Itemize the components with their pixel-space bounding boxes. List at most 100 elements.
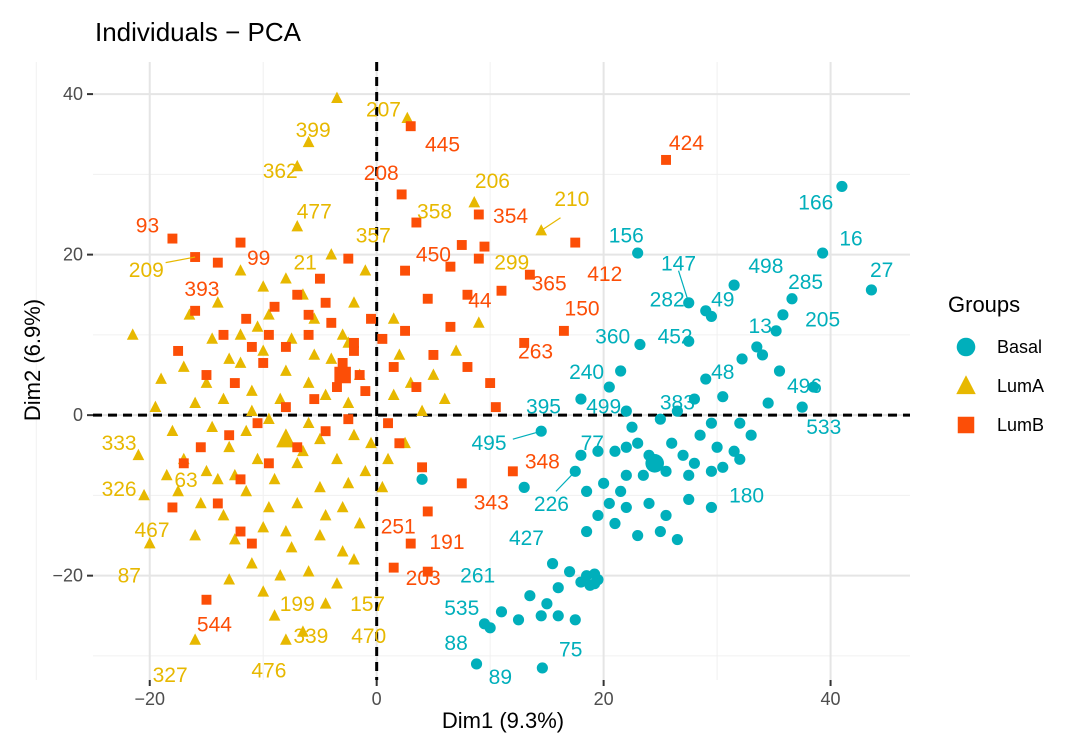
point-label: 285	[788, 271, 823, 294]
luma-point	[331, 577, 343, 589]
lumb-point	[394, 438, 405, 449]
luma-point	[217, 508, 230, 521]
basal-point	[654, 525, 666, 538]
basal-point	[817, 247, 829, 259]
basal-point	[683, 469, 695, 481]
point-label: 412	[587, 263, 622, 286]
luma-point	[194, 496, 207, 509]
lumb-point	[303, 329, 314, 340]
basal-point	[615, 485, 627, 497]
luma-point	[263, 308, 275, 320]
point-label: 263	[518, 341, 553, 364]
point-label: 282	[650, 289, 685, 312]
luma-point	[319, 597, 332, 609]
lumb-point	[456, 240, 467, 250]
luma-point	[387, 388, 400, 400]
y-tick-label: 20	[63, 245, 83, 265]
basal-point	[751, 341, 763, 353]
lumb-point	[326, 317, 337, 328]
luma-point	[240, 424, 253, 437]
luma-point	[319, 388, 332, 400]
lumb-point	[473, 209, 484, 220]
point-label: 358	[417, 200, 452, 223]
point-label: 226	[534, 493, 569, 516]
lumb-point	[258, 358, 269, 368]
lumb-point	[570, 237, 581, 248]
basal-point	[575, 576, 587, 588]
basal-point	[603, 497, 615, 510]
luma-point	[291, 159, 304, 172]
luma-point	[416, 404, 428, 416]
luma-point	[155, 372, 167, 384]
luma-point	[376, 480, 389, 493]
y-axis-title: Dim2 (6.9%)	[20, 299, 45, 421]
reference-lines	[93, 62, 910, 680]
minor-grid	[35, 62, 910, 680]
luma-point	[308, 348, 321, 360]
basal-point	[541, 598, 553, 610]
luma-point	[257, 521, 270, 533]
basal-point	[807, 381, 820, 393]
lumb-point	[212, 257, 223, 268]
basal-point	[564, 566, 576, 578]
legend-lumb-key	[957, 416, 975, 434]
lumb-point	[422, 506, 433, 517]
basal-point	[512, 614, 525, 626]
basal-centroid	[645, 453, 664, 473]
lumb-point	[422, 293, 433, 304]
lumb-point	[320, 426, 331, 437]
basal-point	[620, 469, 632, 481]
basal-point	[796, 401, 808, 413]
basal-point	[654, 413, 666, 425]
basal-point	[773, 365, 786, 377]
point-label: 156	[609, 224, 644, 247]
point-label: 89	[489, 666, 512, 689]
lumb-point	[212, 498, 223, 509]
luma-point	[280, 272, 292, 284]
basal-point	[705, 417, 718, 429]
lumb-point	[246, 341, 257, 352]
point-label: 533	[806, 416, 841, 439]
label-leader-line	[512, 430, 542, 440]
point-label: 75	[559, 639, 582, 662]
basal-point	[598, 477, 610, 489]
lumb-point	[445, 321, 456, 332]
lumb-point	[269, 301, 280, 312]
luma-point	[166, 424, 179, 437]
lumb-point	[224, 430, 235, 441]
luma-point	[291, 220, 304, 232]
luma-point	[183, 308, 196, 320]
luma-point	[336, 328, 349, 340]
luma-point	[297, 625, 309, 637]
point-label: 99	[247, 247, 270, 270]
luma-point	[336, 545, 349, 557]
lumb-point	[396, 189, 407, 200]
lumb-point	[229, 378, 240, 388]
lumb-point	[292, 442, 303, 453]
point-label: 445	[425, 134, 460, 157]
lumb-point	[303, 309, 314, 320]
luma-point	[200, 464, 213, 477]
basal-point	[734, 453, 746, 465]
luma-point	[302, 416, 315, 429]
basal-point	[620, 441, 632, 453]
legend-title: Groups	[948, 292, 1020, 317]
lumb-point	[558, 325, 569, 336]
basal-point	[470, 658, 483, 670]
point-label: 544	[197, 614, 232, 637]
point-label: 48	[711, 361, 734, 384]
point-label: 535	[444, 597, 479, 620]
basal-point	[660, 465, 672, 477]
basal-point	[581, 525, 593, 538]
basal-point	[552, 582, 564, 594]
x-tick-label: −20	[134, 689, 165, 709]
major-grid	[93, 62, 910, 680]
point-label: 166	[798, 191, 833, 214]
luma-point	[177, 360, 190, 372]
point-label: 210	[554, 188, 589, 211]
x-tick-label: 0	[372, 689, 382, 709]
luma-point	[297, 444, 309, 457]
luma-point	[468, 195, 481, 208]
luma-point	[251, 452, 264, 465]
